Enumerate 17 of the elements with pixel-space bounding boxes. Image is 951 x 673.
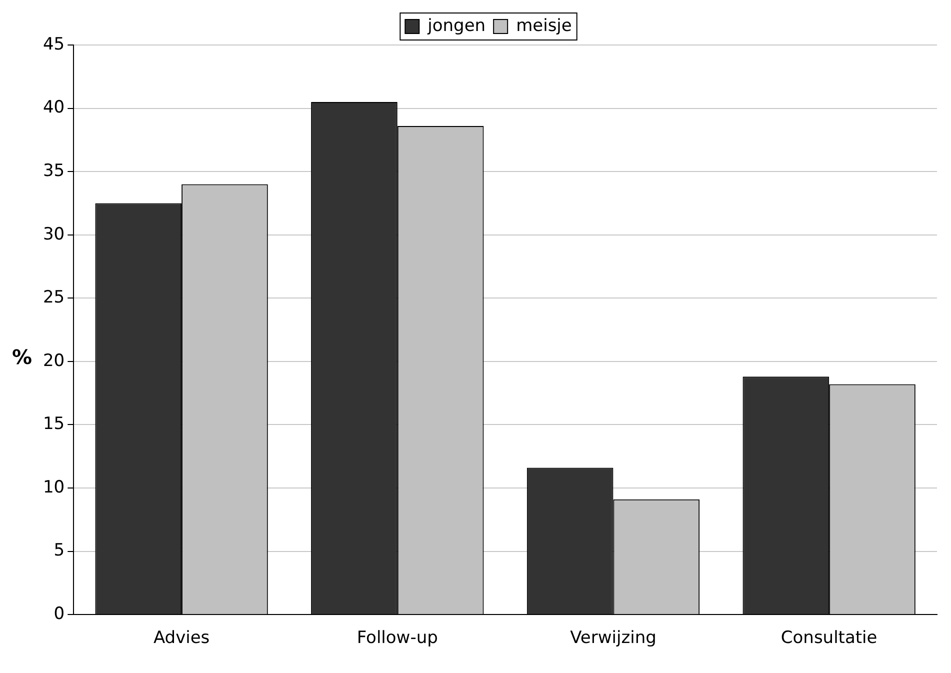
x-tick-label: Verwijzing bbox=[570, 628, 656, 648]
y-tick-label: 20 bbox=[42, 350, 65, 371]
legend-label: meisje bbox=[516, 16, 572, 36]
y-axis-title: % bbox=[12, 345, 32, 369]
y-tick-label: 45 bbox=[42, 34, 65, 54]
x-tick-label: Follow-up bbox=[356, 628, 438, 648]
y-tick-label: 40 bbox=[42, 98, 65, 118]
y-tick-label: 0 bbox=[54, 604, 65, 624]
y-tick-label: 25 bbox=[42, 288, 65, 308]
y-tick-label: 5 bbox=[54, 540, 65, 561]
legend-label: jongen bbox=[426, 16, 486, 36]
x-tick-label: Consultatie bbox=[780, 628, 878, 648]
y-tick-label: 35 bbox=[42, 161, 65, 181]
y-tick-label: 15 bbox=[42, 414, 65, 434]
x-tick-label: Advies bbox=[153, 628, 210, 648]
y-tick-label: 30 bbox=[42, 224, 65, 244]
y-tick-label: 10 bbox=[42, 477, 65, 498]
